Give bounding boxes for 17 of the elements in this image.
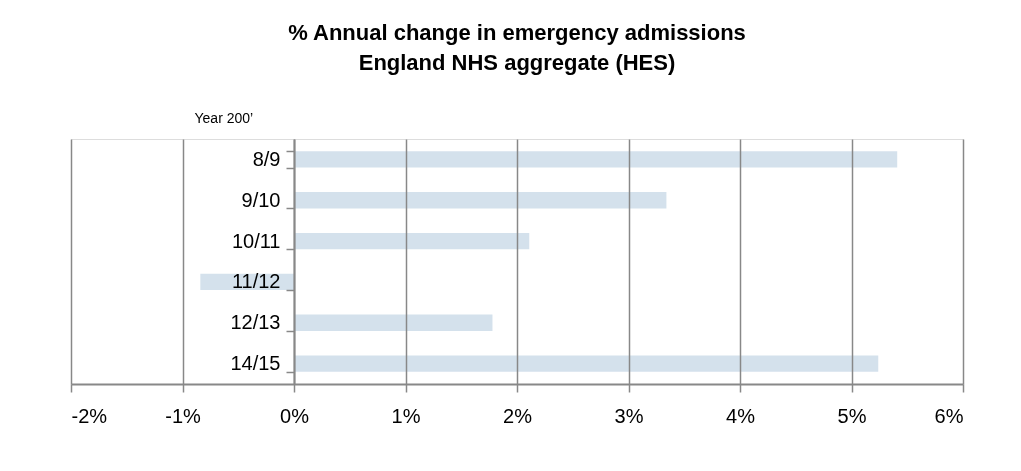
x-tick-label: 5% bbox=[837, 404, 867, 427]
y-tick-label: 12/13 bbox=[230, 311, 281, 334]
x-tick-label: 0% bbox=[280, 404, 310, 427]
x-tick-label: 2% bbox=[503, 404, 533, 427]
y-tick-label: 11/12 bbox=[231, 270, 281, 293]
y-tick-label: 9/10 bbox=[241, 188, 281, 211]
x-tick-label: -1% bbox=[165, 404, 201, 427]
x-tick-label: -2% bbox=[71, 404, 108, 427]
y-tick-label: 14/15 bbox=[230, 352, 281, 375]
y-axis-title: Year 200’ bbox=[194, 109, 254, 126]
y-tick-label: 8/9 bbox=[252, 147, 281, 170]
x-tick-label: 1% bbox=[391, 404, 421, 427]
y-tick-label: 10/11 bbox=[231, 229, 281, 252]
x-tick-label: 6% bbox=[934, 404, 964, 427]
x-tick-label: 3% bbox=[614, 404, 644, 427]
x-tick-label: 4% bbox=[726, 404, 756, 427]
chart-title: % Annual change in emergency admissions England NHS aggregate (HES) bbox=[288, 20, 746, 75]
